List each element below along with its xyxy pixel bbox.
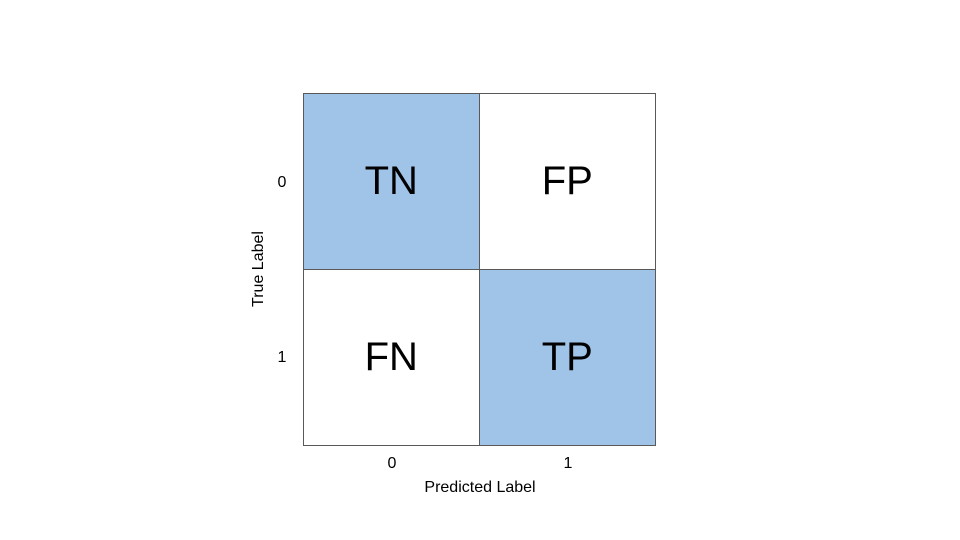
y-tick-0: 0 <box>277 174 287 191</box>
x-axis-label: Predicted Label <box>424 479 536 496</box>
cell-false-negative: FN <box>304 269 480 445</box>
x-tick-0: 0 <box>387 455 397 472</box>
y-axis-label: True Label <box>250 231 267 307</box>
cell-true-negative: TN <box>304 94 480 270</box>
cell-true-positive: TP <box>479 269 655 445</box>
y-tick-1: 1 <box>277 349 287 366</box>
cell-false-positive: FP <box>479 94 655 270</box>
confusion-matrix-grid: TN FP FN TP <box>303 93 656 446</box>
x-tick-1: 1 <box>563 455 573 472</box>
